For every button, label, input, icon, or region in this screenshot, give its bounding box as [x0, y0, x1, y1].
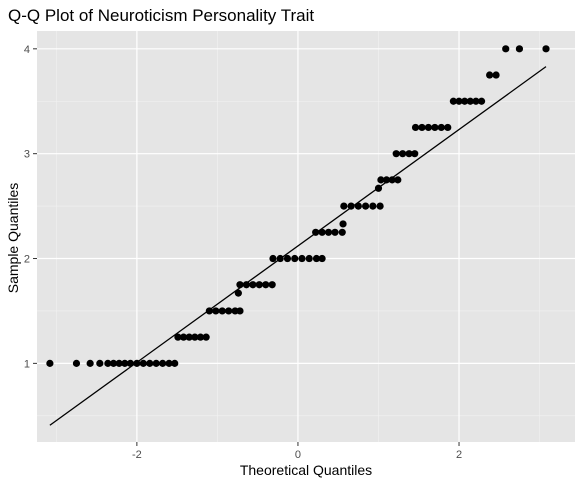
data-point — [46, 359, 54, 367]
data-point — [411, 150, 419, 158]
data-point — [121, 359, 129, 367]
data-point — [449, 97, 457, 105]
data-point — [96, 359, 104, 367]
data-point — [298, 254, 306, 263]
data-point — [159, 359, 167, 367]
data-point — [276, 254, 284, 263]
data-point — [515, 45, 524, 53]
data-point — [437, 123, 445, 132]
data-point — [331, 228, 339, 236]
x-axis-title: Theoretical Quantiles — [240, 462, 372, 478]
data-point — [205, 307, 213, 315]
data-point — [405, 150, 413, 158]
data-point — [324, 228, 333, 236]
data-point — [388, 176, 396, 184]
data-point — [376, 202, 384, 210]
data-point — [472, 97, 480, 105]
data-point — [236, 281, 244, 289]
data-point — [104, 359, 112, 367]
data-point — [236, 307, 244, 315]
data-point — [291, 254, 299, 263]
data-point — [477, 97, 486, 105]
data-point — [339, 220, 347, 228]
data-point — [174, 333, 182, 341]
data-point — [340, 202, 348, 210]
data-point — [196, 333, 205, 341]
data-point — [109, 359, 118, 367]
data-point — [179, 333, 188, 341]
data-point — [86, 359, 94, 367]
data-point — [455, 97, 463, 105]
data-point — [338, 228, 346, 236]
data-point — [225, 307, 233, 315]
data-point — [369, 202, 377, 210]
y-tick-label: 4 — [24, 44, 30, 56]
y-axis-ticks: 1 2 3 4 — [24, 44, 37, 370]
data-point — [212, 307, 220, 315]
data-point — [72, 359, 81, 367]
data-point — [268, 281, 276, 289]
x-tick-label: 0 — [295, 449, 301, 461]
data-point — [318, 228, 326, 236]
data-point — [347, 202, 355, 210]
data-point — [146, 359, 154, 367]
data-point — [361, 202, 370, 210]
data-point — [394, 176, 402, 184]
data-point — [492, 71, 500, 79]
data-point — [431, 123, 439, 132]
data-point — [444, 123, 452, 132]
data-point — [191, 333, 199, 341]
data-point — [318, 254, 326, 263]
data-point — [354, 202, 362, 210]
data-point — [411, 123, 420, 132]
data-point — [249, 281, 257, 289]
data-point — [171, 359, 179, 367]
grid-minor-lines — [37, 31, 575, 442]
data-point — [126, 359, 135, 367]
data-point — [312, 254, 321, 263]
data-point — [242, 281, 251, 289]
data-point — [542, 45, 550, 53]
data-point — [115, 359, 123, 367]
data-point — [399, 150, 407, 158]
data-point — [165, 359, 173, 367]
y-axis-title: Sample Quantiles — [5, 183, 21, 294]
data-point — [312, 228, 320, 236]
data-point — [382, 176, 391, 184]
data-point — [377, 176, 385, 184]
plot-panel — [37, 31, 575, 442]
data-point — [185, 333, 193, 341]
data-point — [374, 184, 383, 192]
y-tick-label: 3 — [24, 149, 30, 161]
data-point — [234, 289, 242, 297]
x-tick-label: -2 — [132, 449, 142, 461]
data-point — [218, 307, 226, 315]
data-point — [139, 359, 147, 367]
data-point — [461, 97, 469, 105]
data-point — [424, 123, 433, 132]
data-point — [466, 97, 474, 105]
data-point — [133, 359, 141, 367]
data-point — [269, 254, 277, 263]
data-point — [486, 71, 494, 79]
data-point — [202, 333, 210, 341]
data-point — [262, 281, 270, 289]
data-point — [283, 254, 292, 263]
data-point — [255, 281, 263, 289]
sample-points — [46, 45, 550, 367]
chart-title: Q-Q Plot of Neuroticism Personality Trai… — [8, 6, 314, 25]
data-point — [305, 254, 313, 263]
data-point — [418, 123, 426, 132]
data-point — [502, 45, 510, 53]
data-point — [152, 359, 160, 367]
x-tick-label: 2 — [456, 449, 462, 461]
data-point — [392, 150, 400, 158]
x-axis-ticks: -2 0 2 — [132, 442, 462, 461]
y-tick-label: 1 — [24, 358, 30, 370]
y-tick-label: 2 — [24, 254, 30, 266]
